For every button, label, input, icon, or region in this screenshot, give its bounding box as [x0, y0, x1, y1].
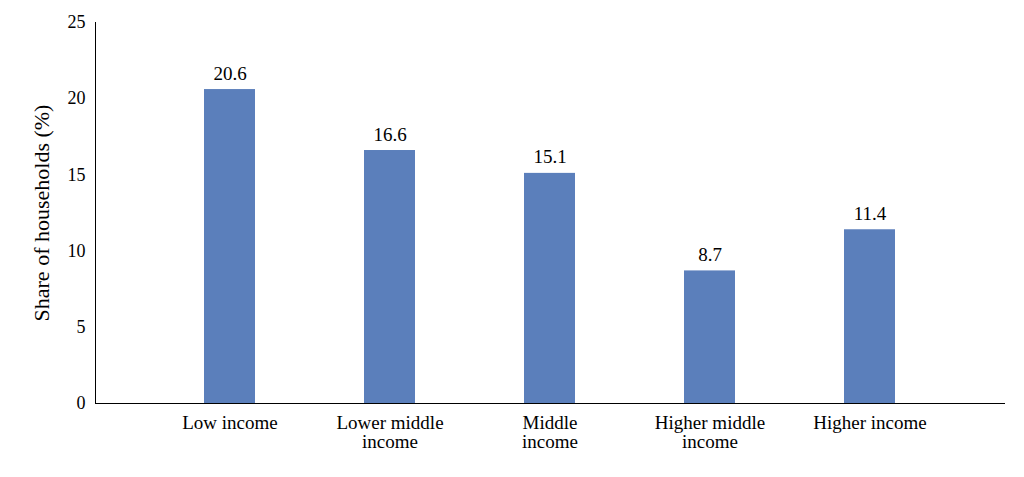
svg-text:5: 5 [77, 317, 86, 337]
svg-text:Low income: Low income [182, 412, 278, 433]
svg-text:Lower middleincome: Lower middleincome [336, 412, 443, 452]
svg-text:Higher middleincome: Higher middleincome [655, 412, 765, 452]
svg-text:10: 10 [68, 241, 86, 261]
svg-text:16.6: 16.6 [373, 124, 406, 145]
svg-text:15: 15 [68, 165, 86, 185]
svg-text:20.6: 20.6 [213, 63, 246, 84]
svg-text:15.1: 15.1 [533, 146, 566, 167]
svg-text:0: 0 [77, 393, 86, 413]
svg-text:Higher income: Higher income [813, 412, 926, 433]
svg-text:Middleincome: Middleincome [522, 412, 578, 452]
svg-text:20: 20 [68, 88, 86, 108]
svg-text:11.4: 11.4 [854, 203, 887, 224]
svg-text:Share of households (%): Share of households (%) [29, 105, 54, 322]
svg-text:25: 25 [68, 12, 86, 32]
svg-text:8.7: 8.7 [698, 244, 722, 265]
